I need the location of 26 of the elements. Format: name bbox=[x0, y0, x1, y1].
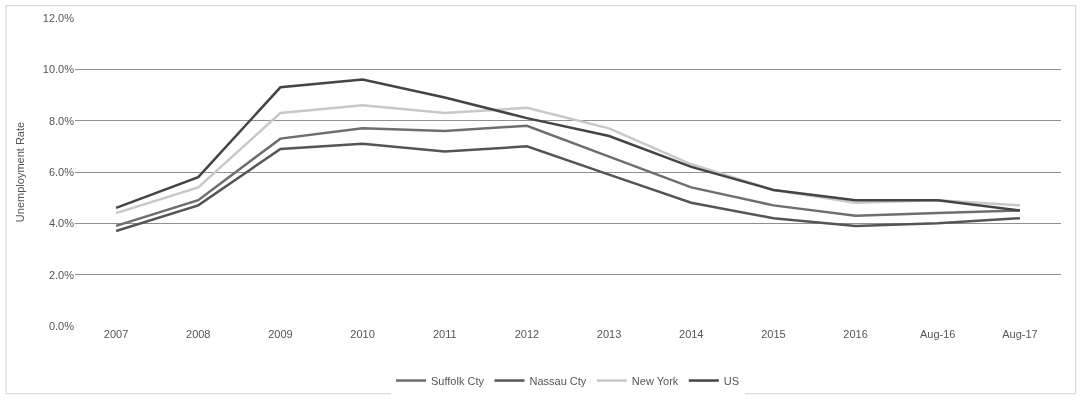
y-tick-label: 2.0% bbox=[48, 268, 75, 281]
y-tick-label: 0.0% bbox=[48, 319, 75, 332]
x-tick-label: 2009 bbox=[268, 328, 293, 340]
x-tick-label: 2010 bbox=[350, 328, 375, 340]
y-tick-label: 12.0% bbox=[42, 11, 75, 24]
y-tick-label: 6.0% bbox=[48, 165, 75, 178]
x-tick-label: 2008 bbox=[186, 328, 211, 340]
legend-label: Suffolk Cty bbox=[431, 374, 485, 387]
line-series bbox=[114, 78, 1022, 212]
x-tick-label: 2007 bbox=[103, 328, 129, 340]
x-tick-label: 2016 bbox=[843, 328, 868, 340]
legend-label: US bbox=[723, 374, 740, 387]
legend-label: New York bbox=[631, 374, 679, 387]
x-tick-label: Aug-17 bbox=[1002, 328, 1038, 340]
x-tick-label: 2013 bbox=[596, 328, 622, 340]
y-tick-label: 4.0% bbox=[48, 217, 75, 230]
x-tick-label: 2015 bbox=[761, 328, 786, 340]
x-tick-label: 2011 bbox=[432, 328, 457, 340]
y-tick-label: 8.0% bbox=[48, 114, 75, 127]
x-tick-label: Aug-16 bbox=[920, 328, 956, 340]
legend-label: Nassau Cty bbox=[529, 374, 587, 387]
y-axis-title: Unemployment Rate bbox=[14, 121, 27, 223]
x-tick-label: 2014 bbox=[679, 328, 704, 340]
y-tick-label: 10.0% bbox=[42, 63, 75, 76]
line-series bbox=[114, 142, 1022, 233]
x-tick-label: 2012 bbox=[514, 328, 540, 340]
